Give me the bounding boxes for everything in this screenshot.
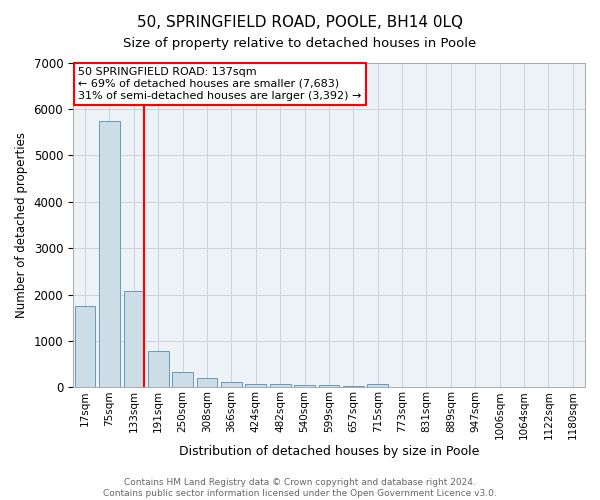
Bar <box>99 120 120 388</box>
Bar <box>75 306 95 388</box>
Bar <box>343 386 364 388</box>
Text: 50 SPRINGFIELD ROAD: 137sqm
← 69% of detached houses are smaller (7,683)
31% of : 50 SPRINGFIELD ROAD: 137sqm ← 69% of det… <box>78 68 361 100</box>
X-axis label: Distribution of detached houses by size in Poole: Distribution of detached houses by size … <box>179 444 479 458</box>
Bar <box>319 385 340 388</box>
Bar <box>172 372 193 388</box>
Bar <box>124 291 144 388</box>
Y-axis label: Number of detached properties: Number of detached properties <box>15 132 28 318</box>
Bar <box>221 382 242 388</box>
Text: Size of property relative to detached houses in Poole: Size of property relative to detached ho… <box>124 38 476 51</box>
Bar <box>294 385 315 388</box>
Text: 50, SPRINGFIELD ROAD, POOLE, BH14 0LQ: 50, SPRINGFIELD ROAD, POOLE, BH14 0LQ <box>137 15 463 30</box>
Bar <box>148 350 169 388</box>
Bar <box>270 384 290 388</box>
Bar <box>245 384 266 388</box>
Bar <box>197 378 217 388</box>
Bar <box>367 384 388 388</box>
Text: Contains HM Land Registry data © Crown copyright and database right 2024.
Contai: Contains HM Land Registry data © Crown c… <box>103 478 497 498</box>
